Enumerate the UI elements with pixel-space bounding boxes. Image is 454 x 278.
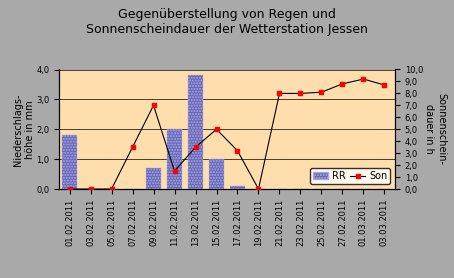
Y-axis label: Niederschlags-
höhe in mm: Niederschlags- höhe in mm	[13, 93, 35, 165]
Bar	[62, 135, 77, 189]
Legend: RR, Son: RR, Son	[311, 168, 390, 184]
Bar	[188, 75, 203, 189]
Bar	[209, 159, 224, 189]
Bar	[230, 186, 245, 189]
Bar	[146, 168, 161, 189]
Text: Gegenüberstellung von Regen und
Sonnenscheindauer der Wetterstation Jessen: Gegenüberstellung von Regen und Sonnensc…	[86, 8, 368, 36]
Bar	[167, 129, 182, 189]
Y-axis label: Sonnenschein-
dauer in h: Sonnenschein- dauer in h	[424, 93, 446, 165]
